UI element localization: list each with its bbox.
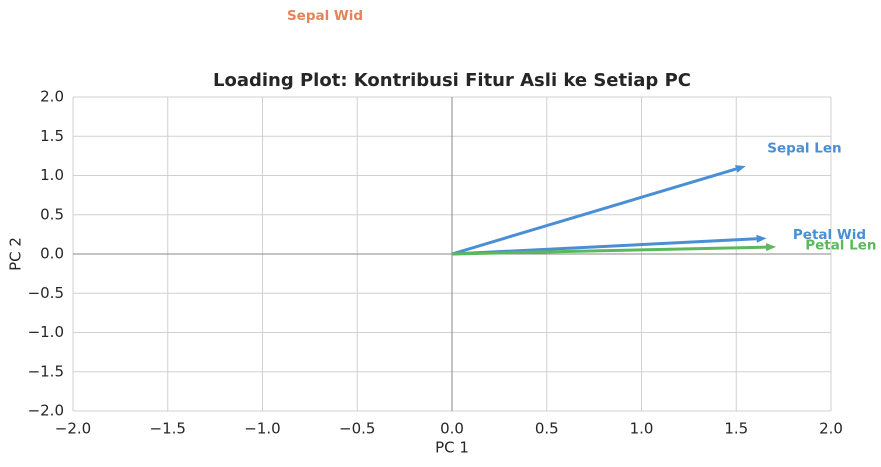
arrow-shaft (451, 167, 737, 256)
y-tick-label: −1.0 (28, 323, 64, 341)
arrow-head (734, 165, 746, 173)
x-tick-label: −2.0 (55, 420, 91, 438)
x-tick-label: 1.0 (630, 420, 654, 438)
y-tick-label: −1.5 (28, 362, 64, 380)
y-axis-label: PC 2 (7, 237, 25, 271)
y-tick-label: −0.5 (28, 284, 64, 302)
x-tick-label: 1.5 (724, 420, 748, 438)
y-tick-label: 0.0 (40, 245, 64, 263)
x-tick-label: −1.0 (244, 420, 280, 438)
x-axis-label: PC 1 (435, 439, 469, 457)
x-tick-label: 0.5 (535, 420, 559, 438)
arrow-head (765, 243, 777, 252)
x-tick-label: −0.5 (339, 420, 375, 438)
annotation: Sepal Wid (287, 8, 363, 24)
arrow-label: Sepal Len (767, 140, 841, 156)
y-tick-label: 1.0 (40, 166, 64, 184)
arrow-head (756, 234, 767, 243)
x-tick-label: 2.0 (819, 420, 843, 438)
x-tick-label: 0.0 (440, 420, 464, 438)
x-tick-label: −1.5 (150, 420, 186, 438)
y-tick-label: 1.5 (40, 127, 64, 145)
arrow-shaft (451, 245, 767, 256)
y-tick-label: 2.0 (40, 88, 64, 106)
chart-title: Loading Plot: Kontribusi Fitur Asli ke S… (213, 70, 691, 91)
arrow-label: Petal Len (805, 238, 876, 254)
y-tick-label: −2.0 (28, 402, 64, 420)
arrow-label: Petal Wid (793, 227, 866, 243)
y-tick-label: 0.5 (40, 205, 64, 223)
